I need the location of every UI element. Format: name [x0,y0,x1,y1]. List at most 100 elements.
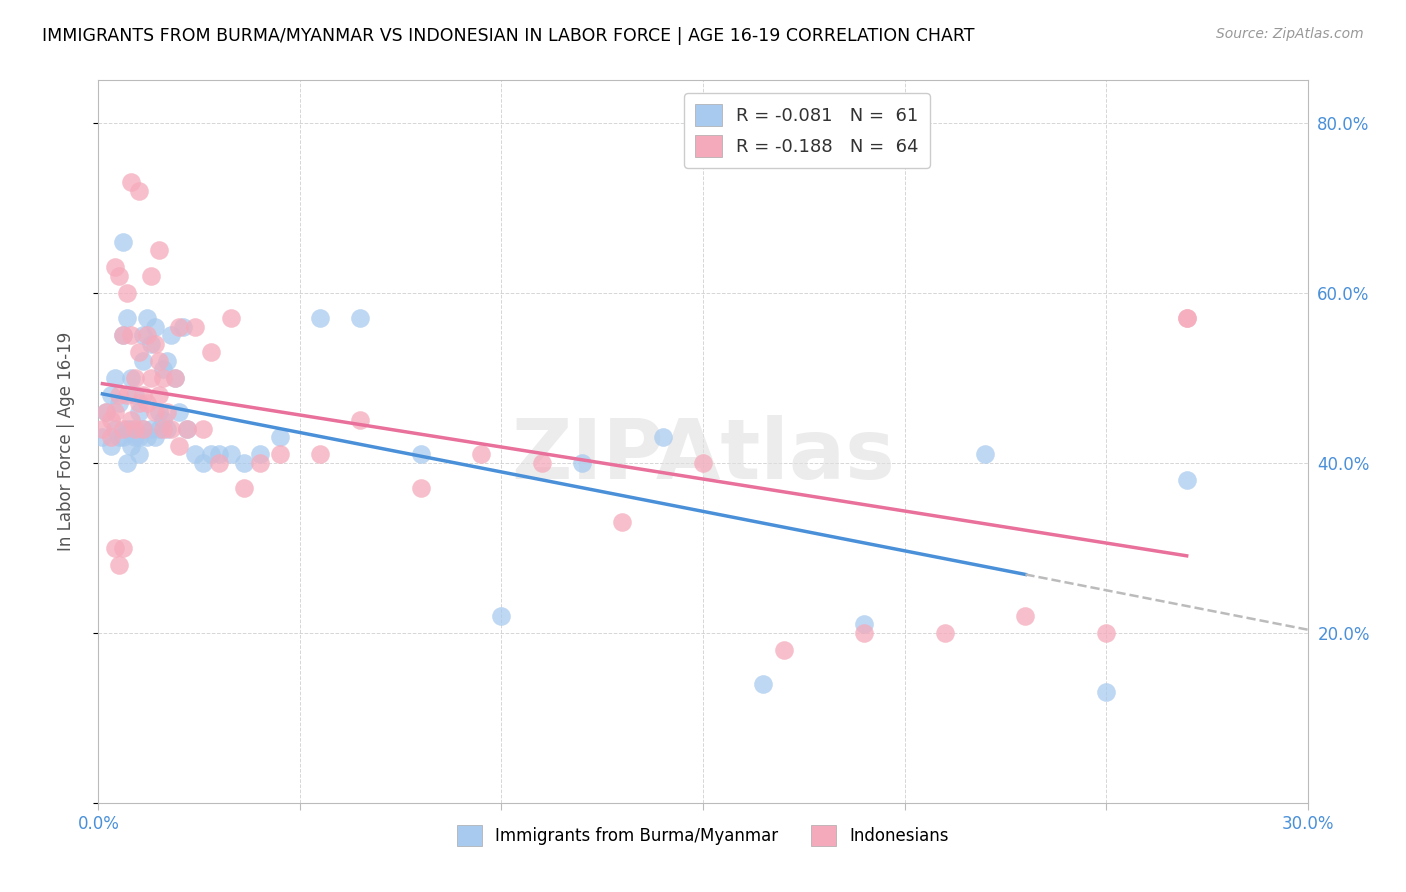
Point [135,328,157,343]
Point [91,430,114,444]
Point [120,328,142,343]
Point [132,328,155,343]
Point [269,447,291,461]
Point [128,430,150,444]
Point [107,268,129,283]
Point [232,481,254,495]
Point [107,558,129,572]
Point [651,430,673,444]
Point [128,405,150,419]
Point [176,422,198,436]
Point [148,353,170,368]
Point [111,422,134,436]
Point [853,617,876,632]
Point [128,447,150,461]
Point [115,388,138,402]
Point [772,642,794,657]
Point [139,371,162,385]
Point [409,447,432,461]
Point [128,396,150,410]
Point [148,244,170,258]
Point [135,396,157,410]
Point [135,430,157,444]
Point [120,413,142,427]
Point [1175,473,1198,487]
Text: IMMIGRANTS FROM BURMA/MYANMAR VS INDONESIAN IN LABOR FORCE | AGE 16-19 CORRELATI: IMMIGRANTS FROM BURMA/MYANMAR VS INDONES… [42,27,974,45]
Point [1175,311,1198,326]
Point [148,422,170,436]
Point [974,447,997,461]
Point [96,405,118,419]
Point [612,516,634,530]
Point [160,422,183,436]
Point [934,625,956,640]
Point [853,625,876,640]
Point [115,285,138,300]
Point [115,456,138,470]
Point [571,456,593,470]
Point [156,405,179,419]
Point [152,371,174,385]
Point [491,608,513,623]
Point [111,328,134,343]
Point [692,456,714,470]
Point [111,541,134,555]
Point [156,422,179,436]
Point [163,371,186,385]
Point [200,447,222,461]
Point [172,319,194,334]
Point [115,311,138,326]
Point [132,388,155,402]
Point [530,456,553,470]
Point [103,405,125,419]
Point [115,422,138,436]
Point [148,388,170,402]
Point [107,388,129,402]
Point [232,456,254,470]
Y-axis label: In Labor Force | Age 16-19: In Labor Force | Age 16-19 [56,332,75,551]
Point [139,336,162,351]
Point [152,422,174,436]
Point [349,311,371,326]
Point [103,541,125,555]
Point [103,371,125,385]
Point [409,481,432,495]
Point [128,184,150,198]
Text: Source: ZipAtlas.com: Source: ZipAtlas.com [1216,27,1364,41]
Point [167,439,190,453]
Point [124,371,146,385]
Point [120,175,142,189]
Point [96,405,118,419]
Point [107,430,129,444]
Point [100,430,122,444]
Point [1095,685,1118,699]
Point [184,319,207,334]
Point [100,439,122,453]
Text: ZIPAtlas: ZIPAtlas [510,416,896,497]
Point [160,328,183,343]
Point [132,353,155,368]
Point [269,430,291,444]
Point [249,456,271,470]
Point [143,336,166,351]
Point [100,388,122,402]
Legend: Immigrants from Burma/Myanmar, Indonesians: Immigrants from Burma/Myanmar, Indonesia… [450,819,956,852]
Point [309,311,332,326]
Point [135,311,157,326]
Point [132,422,155,436]
Point [156,353,179,368]
Point [470,447,492,461]
Point [208,456,231,470]
Point [163,371,186,385]
Point [111,328,134,343]
Point [184,447,207,461]
Point [128,345,150,359]
Point [139,422,162,436]
Point [1175,311,1198,326]
Point [1095,625,1118,640]
Point [221,447,243,461]
Point [152,362,174,376]
Point [111,235,134,249]
Point [120,422,142,436]
Point [148,405,170,419]
